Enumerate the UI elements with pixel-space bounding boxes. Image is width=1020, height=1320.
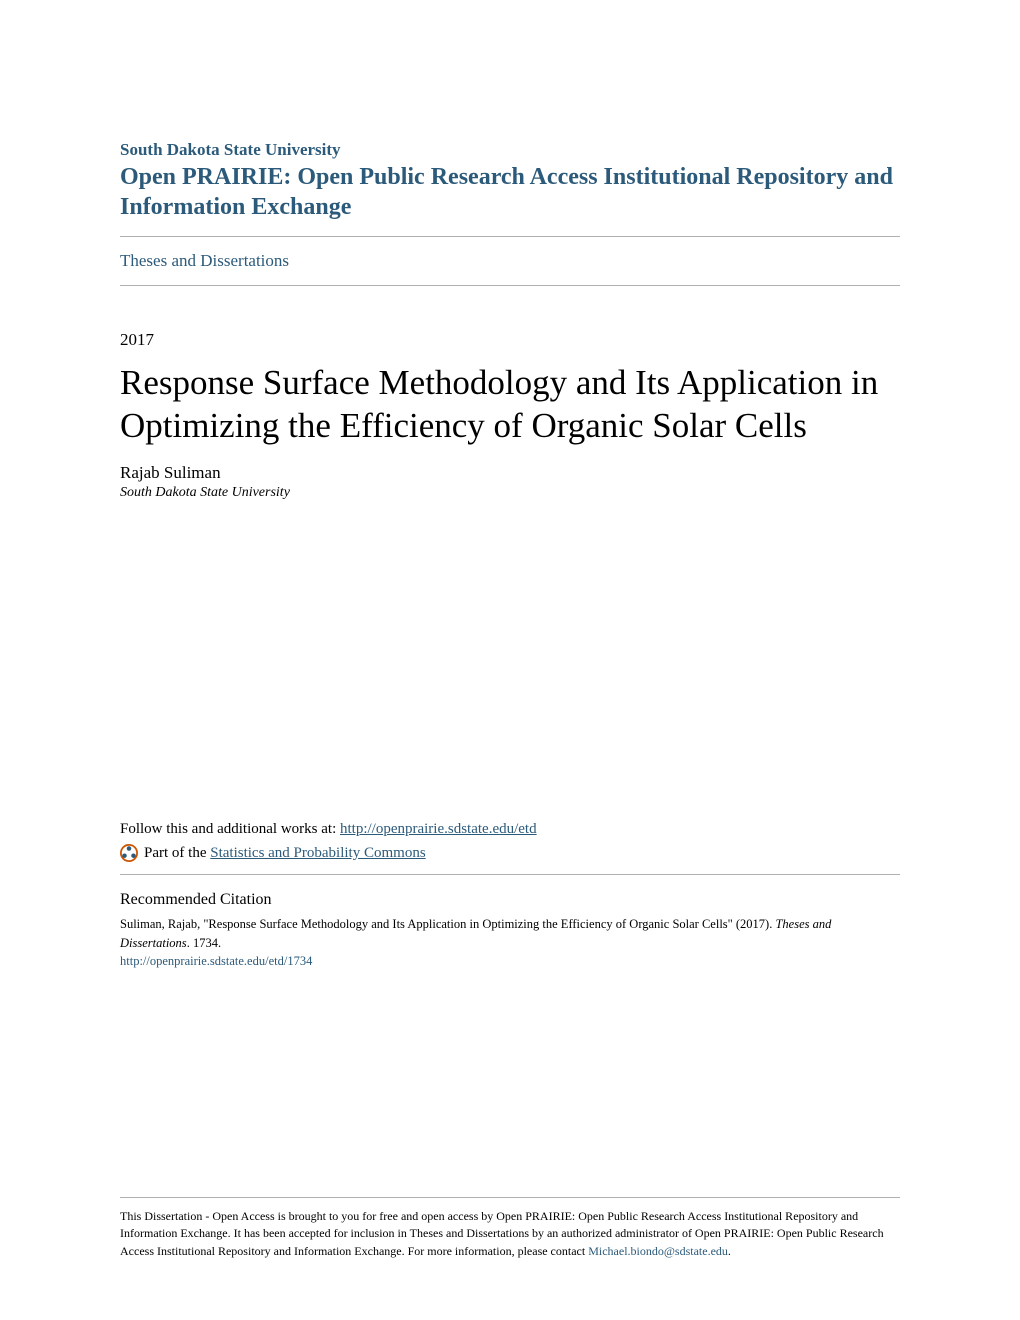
divider-footer bbox=[120, 1197, 900, 1198]
part-of-prefix: Part of the bbox=[144, 845, 210, 861]
publication-year: 2017 bbox=[120, 330, 900, 350]
follow-text-row: Follow this and additional works at: htt… bbox=[120, 821, 900, 838]
footer-block: This Dissertation - Open Access is broug… bbox=[120, 1197, 900, 1260]
citation-text: Suliman, Rajab, "Response Surface Method… bbox=[120, 917, 775, 931]
follow-url-link[interactable]: http://openprairie.sdstate.edu/etd bbox=[340, 821, 537, 837]
divider-breadcrumb bbox=[120, 285, 900, 286]
citation-url[interactable]: http://openprairie.sdstate.edu/etd/1734 bbox=[120, 954, 900, 969]
follow-section: Follow this and additional works at: htt… bbox=[120, 821, 900, 862]
breadcrumb-link[interactable]: Theses and Dissertations bbox=[120, 237, 900, 285]
citation-body: Suliman, Rajab, "Response Surface Method… bbox=[120, 915, 900, 951]
citation-heading: Recommended Citation bbox=[120, 891, 900, 909]
part-of-row: Part of the Statistics and Probability C… bbox=[120, 844, 900, 862]
footer-suffix: . bbox=[728, 1244, 731, 1258]
repository-name[interactable]: Open PRAIRIE: Open Public Research Acces… bbox=[120, 162, 900, 222]
footer-email-link[interactable]: Michael.biondo@sdstate.edu bbox=[588, 1244, 728, 1258]
header-block: South Dakota State University Open PRAIR… bbox=[120, 140, 900, 222]
footer-text: This Dissertation - Open Access is broug… bbox=[120, 1209, 884, 1258]
author-name: Rajab Suliman bbox=[120, 463, 900, 483]
institution-name[interactable]: South Dakota State University bbox=[120, 140, 900, 160]
author-affiliation: South Dakota State University bbox=[120, 485, 900, 501]
network-icon bbox=[120, 844, 138, 862]
citation-number: . 1734. bbox=[187, 936, 221, 950]
footer-body: This Dissertation - Open Access is broug… bbox=[120, 1208, 900, 1260]
paper-title: Response Surface Methodology and Its App… bbox=[120, 362, 900, 447]
follow-prefix: Follow this and additional works at: bbox=[120, 821, 340, 837]
commons-link[interactable]: Statistics and Probability Commons bbox=[210, 845, 425, 861]
divider-citation bbox=[120, 874, 900, 875]
part-of-text: Part of the Statistics and Probability C… bbox=[144, 845, 426, 862]
